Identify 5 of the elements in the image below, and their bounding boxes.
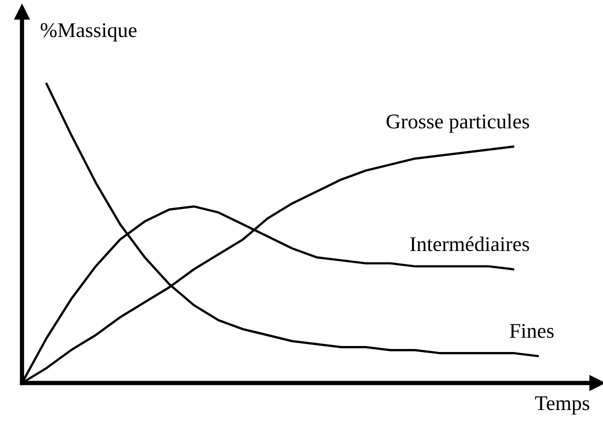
x-axis-title: Temps	[535, 396, 590, 414]
y-axis-title: %Massique	[40, 23, 136, 42]
series-label: Intermédiaires	[410, 236, 530, 252]
series-label: Grosse particules	[386, 114, 530, 133]
series-label: Fines	[510, 324, 554, 338]
